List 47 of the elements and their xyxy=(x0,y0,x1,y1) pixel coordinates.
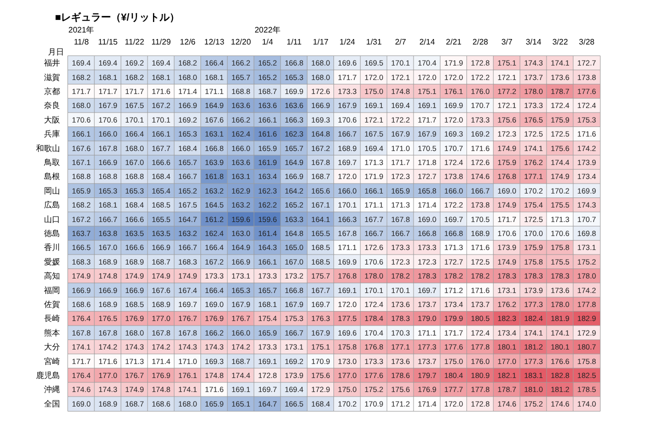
y-tick-label: 長崎 xyxy=(44,314,60,324)
y-tick-label: 沖縄 xyxy=(44,385,60,394)
x-tick-label: 3/28 xyxy=(578,38,596,46)
x-tick-label: 12/13 xyxy=(204,38,225,46)
x-tick-label: 3/7 xyxy=(501,38,514,46)
y-tick-label: 佐賀 xyxy=(44,300,60,309)
y-tick-label: 福井 xyxy=(44,58,60,68)
x-tick-label: 12/20 xyxy=(230,38,252,46)
y-tick-label: 滋賀 xyxy=(44,72,60,82)
x-tick-label: 11/22 xyxy=(124,38,145,46)
y-tick-label: 広島 xyxy=(44,200,60,210)
y-tick-label: 兵庫 xyxy=(44,130,60,139)
y-tick-label: 大分 xyxy=(44,342,60,352)
x-tick-label: 2/14 xyxy=(419,38,436,46)
y-tick-label: 全国 xyxy=(44,399,60,408)
y-tick-label: 岡山 xyxy=(44,186,60,196)
x-tick-label: 1/11 xyxy=(286,38,302,46)
x-tick-label: 2022年 1/4 xyxy=(254,26,280,46)
y-tick-label: 和歌山 xyxy=(36,144,60,153)
y-tick-label: 山口 xyxy=(44,214,60,224)
x-axis-title: 月日 xyxy=(48,48,64,56)
y-tick-label: 京都 xyxy=(44,87,60,96)
y-tick-label: 福岡 xyxy=(44,286,60,295)
x-tick-label: 3/14 xyxy=(526,38,542,46)
y-tick-label: 奈良 xyxy=(44,101,60,110)
y-tick-label: 高知 xyxy=(44,272,60,281)
x-tick-label: 11/29 xyxy=(151,38,172,46)
x-tick-label: 1/31 xyxy=(366,38,382,46)
y-tick-label: 愛媛 xyxy=(44,257,60,266)
y-tick-label: 大阪 xyxy=(44,115,60,124)
x-tick-label: 2/7 xyxy=(394,38,407,46)
x-tick-label: 3/22 xyxy=(552,38,568,46)
chart-title: ■レギュラー（¥/リットル） xyxy=(55,12,180,24)
x-tick-label: 2/28 xyxy=(472,38,489,46)
y-tick-label: 香川 xyxy=(44,243,60,252)
y-tick-label: 熊本 xyxy=(44,328,60,338)
y-tick-label: 鳥取 xyxy=(43,158,60,167)
y-tick-label: 徳島 xyxy=(44,229,60,238)
x-tick-label: 2021年 11/8 xyxy=(68,26,94,46)
y-tick-label: 宮崎 xyxy=(44,356,60,366)
x-tick-label: 12/6 xyxy=(180,38,196,46)
x-tick-label: 1/24 xyxy=(340,38,356,46)
x-tick-label: 2/21 xyxy=(446,38,462,46)
y-tick-label: 鹿児島 xyxy=(36,371,60,380)
x-tick-label: 11/15 xyxy=(98,38,118,46)
x-tick-label: 1/17 xyxy=(312,38,330,46)
y-tick-label: 島根 xyxy=(44,172,60,182)
